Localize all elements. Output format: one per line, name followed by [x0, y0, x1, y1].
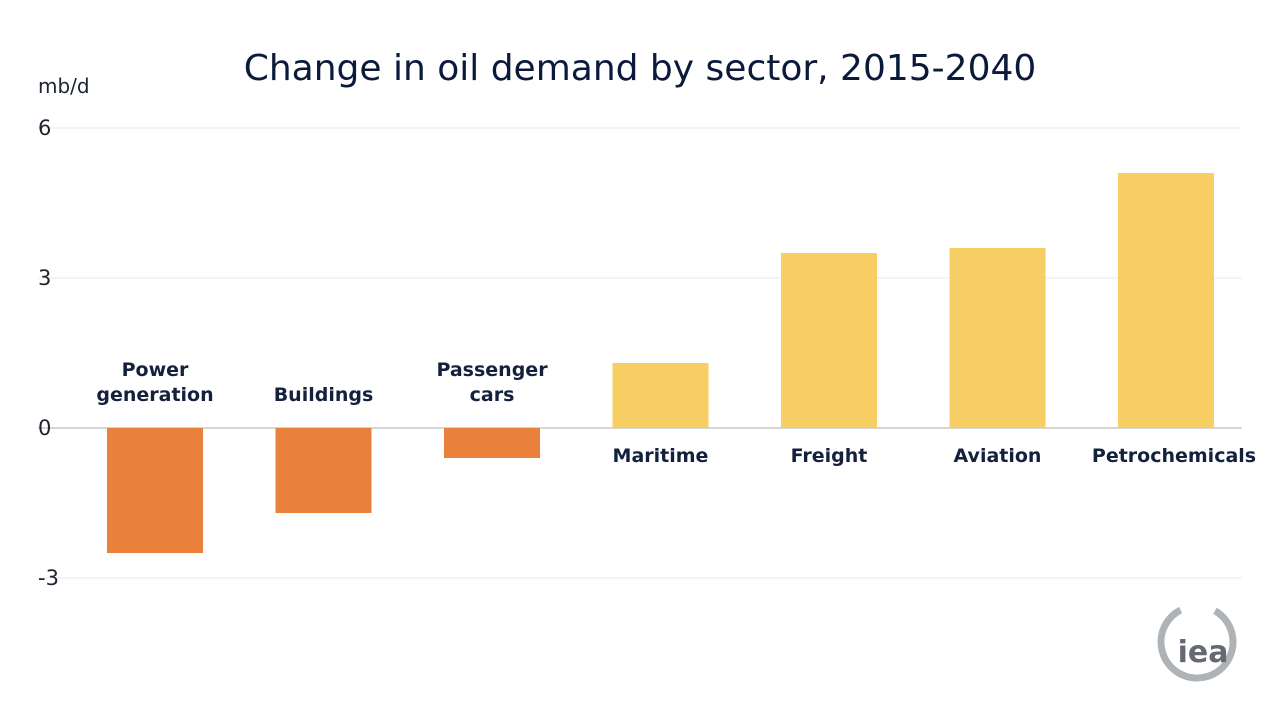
category-label: Passenger cars: [436, 359, 548, 406]
y-tick-label: 6: [38, 116, 51, 140]
category-label: Maritime: [613, 445, 709, 467]
category-label: Petrochemicals: [1092, 445, 1256, 467]
y-axis-unit-label: mb/d: [38, 74, 90, 98]
category-label: Buildings: [274, 384, 374, 406]
y-tick-label: 0: [38, 416, 51, 440]
bar: [781, 253, 877, 428]
bars: [107, 173, 1214, 553]
iea-logo: iea: [1157, 602, 1237, 682]
y-tick-label: 3: [38, 266, 51, 290]
chart-title: Change in oil demand by sector, 2015-204…: [244, 48, 1037, 89]
bar: [1118, 173, 1214, 428]
y-axis-ticks: 6 3 0 -3: [38, 116, 59, 590]
iea-logo-text: iea: [1178, 635, 1229, 670]
bar: [949, 248, 1046, 428]
category-label: Power generation: [96, 359, 213, 406]
category-labels: Power generation Buildings Passenger cars Mar…: [96, 359, 1256, 467]
bar: [444, 428, 540, 458]
y-tick-label: -3: [38, 566, 59, 590]
bar: [275, 428, 372, 513]
bar: [107, 428, 203, 553]
category-label: Freight: [791, 445, 868, 467]
gridlines: [38, 127, 1242, 579]
category-label: Aviation: [954, 445, 1042, 467]
bar: [612, 363, 709, 428]
